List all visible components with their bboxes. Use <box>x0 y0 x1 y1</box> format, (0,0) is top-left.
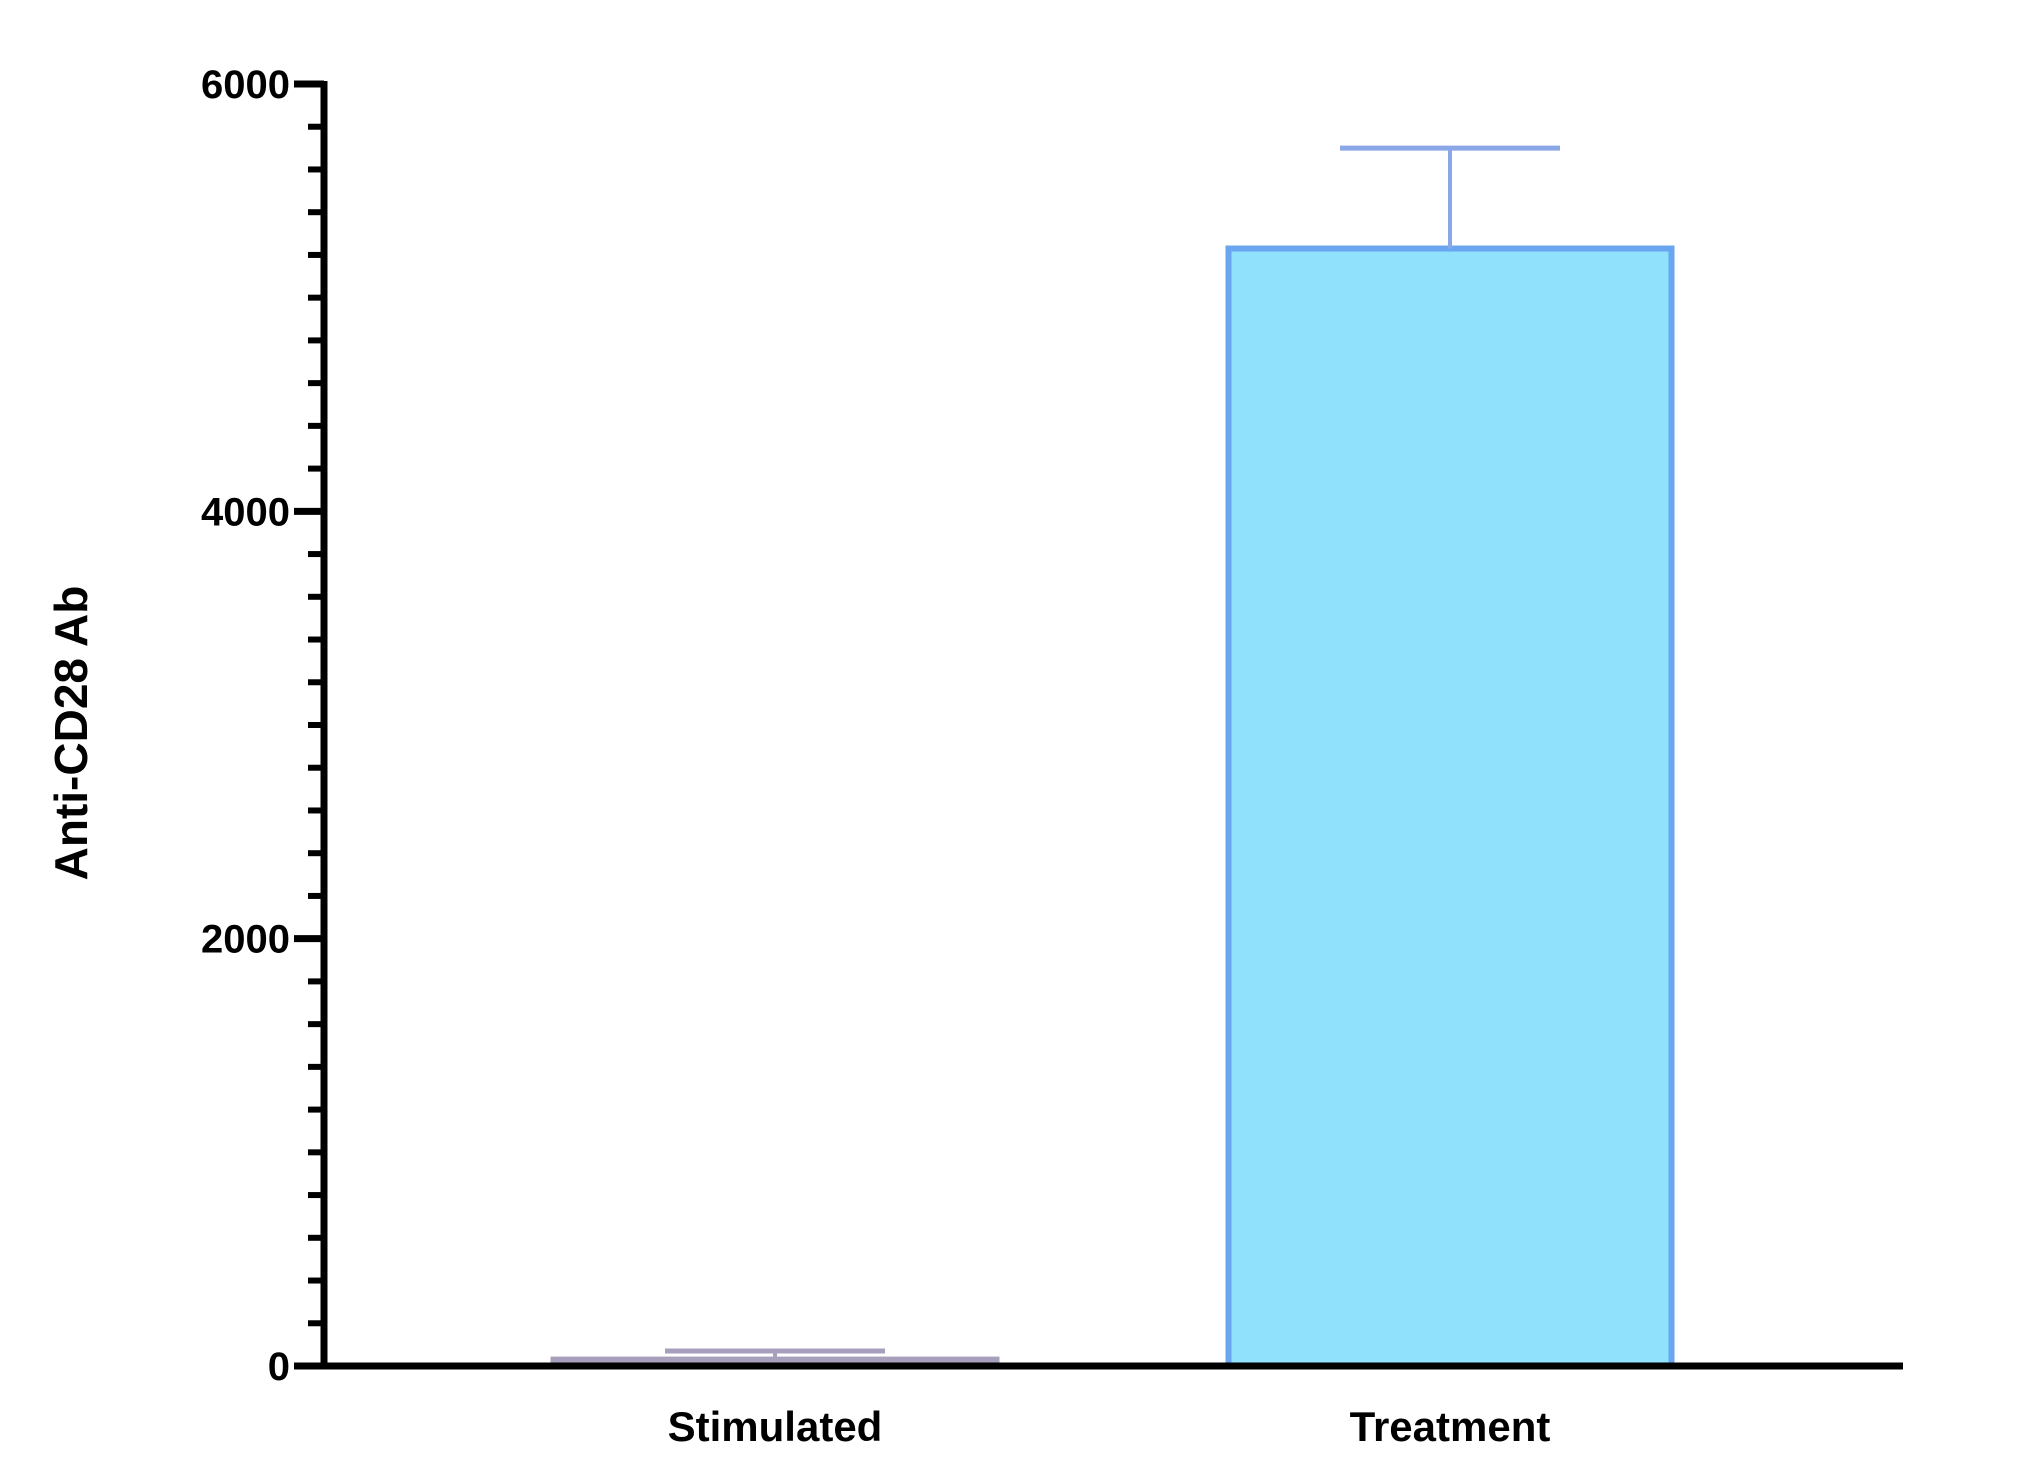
y-major-ticks <box>294 80 324 1370</box>
y-tick-labels: 0 2000 4000 6000 <box>201 63 290 1389</box>
y-tick-label: 0 <box>268 1345 290 1389</box>
x-tick-label: Treatment <box>1350 1403 1551 1450</box>
bars <box>550 245 1675 1370</box>
y-tick-label: 2000 <box>201 918 290 962</box>
error-bars <box>665 145 1560 1360</box>
x-tick-label: Stimulated <box>668 1403 883 1450</box>
y-tick-label: 4000 <box>201 490 290 534</box>
bar-treatment <box>1225 245 1675 1370</box>
x-tick-labels: Stimulated Treatment <box>668 1403 1551 1450</box>
y-axis-title: Anti-CD28 Ab <box>45 586 97 881</box>
y-tick-label: 6000 <box>201 63 290 107</box>
